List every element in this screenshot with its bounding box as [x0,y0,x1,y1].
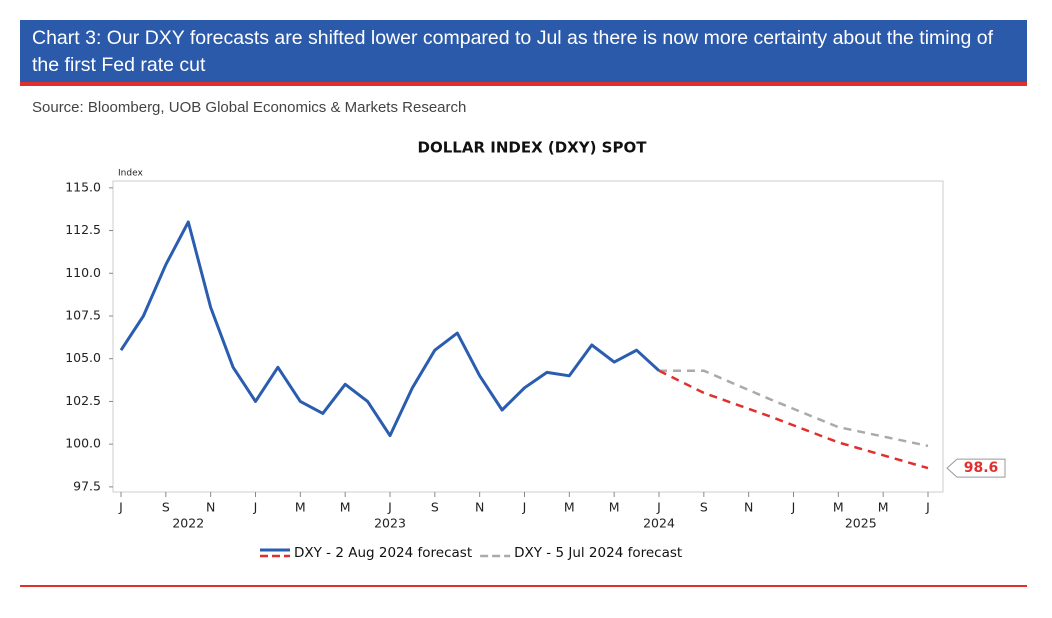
y-tick-label: 112.5 [65,222,101,237]
x-tick-label: J [656,500,661,515]
y-tick-label: 115.0 [65,179,101,194]
x-tick-label: N [744,500,753,515]
x-tick-label: M [340,500,351,515]
header-bar: Chart 3: Our DXY forecasts are shifted l… [20,20,1027,86]
series-line [119,220,661,438]
value-label-box [946,458,1006,478]
x-tick-label: M [609,500,620,515]
x-tick-label: M [833,500,844,515]
y-tick-label: 97.5 [73,478,101,493]
x-tick-label: S [700,500,708,515]
plot-frame [112,180,944,493]
x-tick-label: S [431,500,439,515]
y-tick-label: 102.5 [65,393,101,408]
x-tick-label: J [925,500,930,515]
x-tick-label: J [791,500,796,515]
x-tick-label: J [253,500,258,515]
value-label: 98.6 [964,460,999,476]
year-label: 2024 [643,516,675,531]
legend-label: DXY - 5 Jul 2024 forecast [514,545,682,561]
y-tick-label: 107.5 [65,307,101,322]
y-tick-label: 105.0 [65,350,101,365]
x-tick-label: N [206,500,215,515]
x-tick-label: M [295,500,306,515]
x-tick-label: M [878,500,889,515]
x-tick-label: N [475,500,484,515]
year-label: 2023 [374,516,406,531]
x-tick-label: J [118,500,123,515]
year-label: 2022 [172,516,204,531]
x-tick-label: J [387,500,392,515]
chart-title: DOLLAR INDEX (DXY) SPOT [418,139,648,157]
y-tick-label: 100.0 [65,436,101,451]
legend-label: DXY - 2 Aug 2024 forecast [294,545,472,561]
footer-rule [20,585,1027,587]
header-title: Chart 3: Our DXY forecasts are shifted l… [32,27,994,76]
series-line [658,369,929,470]
year-label: 2025 [845,516,877,531]
source: Source: Bloomberg, UOB Global Economics … [32,99,467,116]
series-line [659,369,929,448]
y-axis-label: Index [118,169,143,179]
x-tick-label: J [522,500,527,515]
x-tick-label: M [564,500,575,515]
y-tick-label: 110.0 [65,265,101,280]
x-tick-label: S [162,500,170,515]
